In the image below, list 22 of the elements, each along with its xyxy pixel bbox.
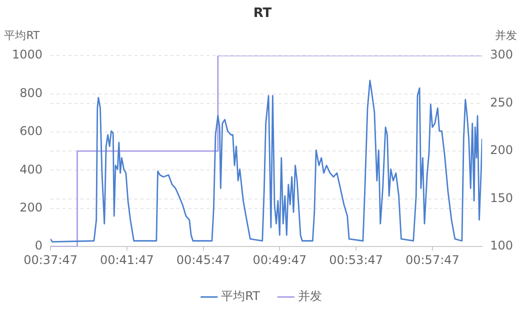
y-tick-label: 200 — [20, 200, 43, 215]
y2-axis-title: 并发 — [495, 28, 517, 42]
x-tick-label: 00:45:47 — [176, 252, 230, 267]
x-tick-label: 00:53:47 — [329, 252, 384, 267]
x-tick-label: 00:37:47 — [24, 252, 78, 267]
x-tick-label: 00:57:47 — [405, 252, 460, 267]
x-tick-label: 00:49:47 — [252, 252, 307, 267]
legend-label: 并发 — [298, 289, 322, 304]
chart-title: RT — [253, 6, 272, 22]
y2-tick-label: 200 — [490, 143, 513, 158]
y2-tick-label: 150 — [490, 190, 513, 205]
legend-label: 平均RT — [221, 289, 261, 304]
y2-tick-label: 250 — [490, 95, 513, 110]
y-tick-label: 400 — [20, 162, 43, 176]
y-axis-title: 平均RT — [4, 28, 40, 42]
y-tick-label: 600 — [20, 124, 43, 138]
y-tick-label: 800 — [20, 86, 43, 100]
y2-tick-label: 300 — [490, 48, 513, 62]
y2-tick-label: 100 — [490, 238, 513, 253]
x-tick-label: 00:41:47 — [100, 252, 154, 267]
y-tick-label: 1000 — [12, 48, 43, 62]
y-tick-label: 0 — [34, 238, 43, 253]
